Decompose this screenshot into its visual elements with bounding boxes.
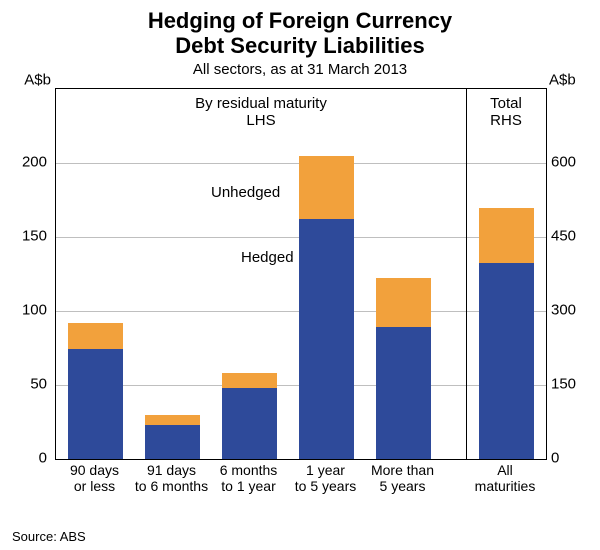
chart-title: Hedging of Foreign Currency Debt Securit… <box>0 0 600 59</box>
bar <box>299 156 354 459</box>
bar-hedged <box>376 327 431 459</box>
bar <box>376 278 431 459</box>
legend-hedged: Hedged <box>241 249 294 266</box>
bar-hedged <box>145 425 200 459</box>
axis-unit-left: A$b <box>0 72 51 89</box>
y-tick-right: 150 <box>551 376 576 393</box>
bar <box>68 323 123 459</box>
x-label: Allmaturities <box>466 462 545 494</box>
bar-hedged <box>222 388 277 459</box>
chart-subtitle: All sectors, as at 31 March 2013 <box>0 59 600 78</box>
y-tick-right: 0 <box>551 450 559 467</box>
x-label: More than5 years <box>363 462 442 494</box>
legend-unhedged: Unhedged <box>211 184 280 201</box>
y-tick-left: 150 <box>0 228 47 245</box>
title-line1: Hedging of Foreign Currency <box>0 8 600 33</box>
y-tick-right: 600 <box>551 154 576 171</box>
y-tick-left: 50 <box>0 376 47 393</box>
y-tick-right: 450 <box>551 228 576 245</box>
bar-hedged <box>68 349 123 459</box>
source-label: Source: ABS <box>12 529 86 544</box>
panel-divider <box>466 89 467 459</box>
bar-unhedged <box>376 278 431 327</box>
axis-unit-right: A$b <box>549 72 576 89</box>
bar <box>222 373 277 459</box>
plot-area: By residual maturityLHSTotalRHSUnhedgedH… <box>55 88 547 460</box>
y-tick-left: 100 <box>0 302 47 319</box>
bar-hedged <box>479 263 534 459</box>
x-label: 1 yearto 5 years <box>286 462 365 494</box>
panel-right-line2: RHS <box>490 112 522 129</box>
bar-unhedged <box>479 208 534 262</box>
panel-left-line1: By residual maturity <box>195 95 327 112</box>
y-tick-left: 0 <box>0 450 47 467</box>
bar-unhedged <box>145 415 200 425</box>
panel-right-label: TotalRHS <box>466 95 546 129</box>
bar <box>479 208 534 459</box>
panel-left-line2: LHS <box>246 112 275 129</box>
bar-unhedged <box>68 323 123 350</box>
y-tick-right: 300 <box>551 302 576 319</box>
x-label: 6 monthsto 1 year <box>209 462 288 494</box>
bar <box>145 415 200 459</box>
panel-left-label: By residual maturityLHS <box>56 95 466 129</box>
y-tick-left: 200 <box>0 154 47 171</box>
x-label: 91 daysto 6 months <box>132 462 211 494</box>
panel-right-line1: Total <box>490 95 522 112</box>
bar-unhedged <box>222 373 277 388</box>
bar-unhedged <box>299 156 354 220</box>
x-label: 90 daysor less <box>55 462 134 494</box>
chart-root: Hedging of Foreign Currency Debt Securit… <box>0 0 600 550</box>
bar-hedged <box>299 219 354 459</box>
title-line2: Debt Security Liabilities <box>0 33 600 58</box>
